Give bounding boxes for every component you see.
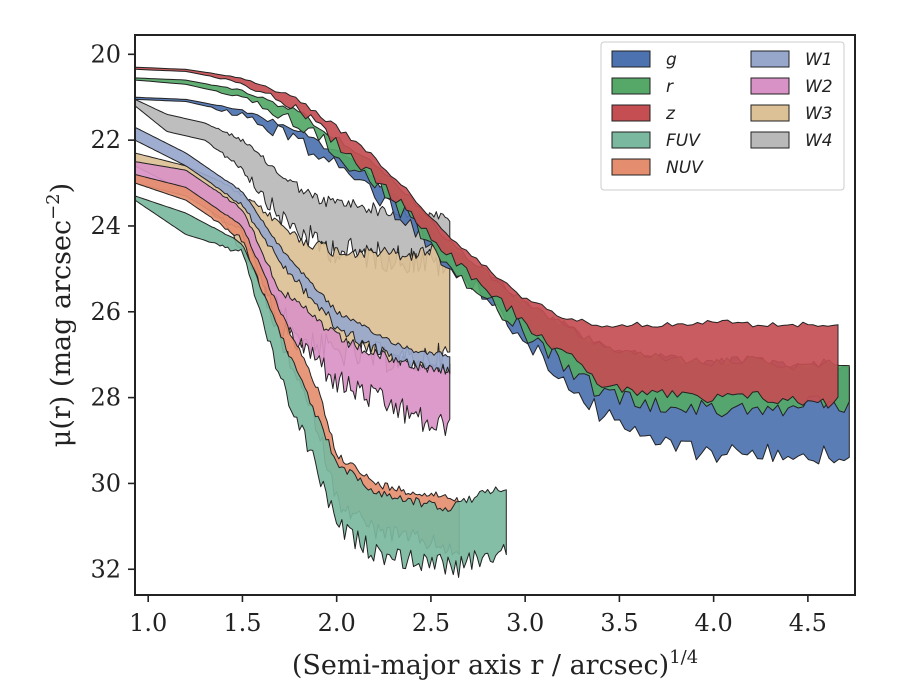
legend-swatch-w1	[750, 50, 790, 68]
band-fuv	[135, 195, 507, 578]
y-axis-label: μ(r) (mag arcsec−2)	[43, 183, 77, 447]
legend: grz FUV NUV W1 W2 W3 W4	[600, 41, 845, 191]
y-tick-label: 28	[90, 384, 121, 412]
y-tick-label: 26	[90, 298, 121, 326]
x-tick-label: 3.5	[600, 609, 638, 637]
x-tick-label: 3.0	[506, 609, 544, 637]
y-tick-label: 30	[90, 469, 121, 497]
x-tick-label: 2.0	[318, 609, 356, 637]
legend-swatch-g	[611, 50, 651, 68]
legend-swatch-w4	[750, 131, 790, 149]
legend-label-z: z	[665, 104, 676, 124]
y-tick-label: 32	[90, 555, 121, 583]
x-tick-label: 4.0	[695, 609, 733, 637]
band-z	[135, 66, 839, 409]
legend-label-w2: W2	[805, 77, 833, 97]
legend-label-w4: W4	[805, 131, 833, 151]
legend-label-nuv: NUV	[666, 158, 704, 178]
legend-swatch-z	[611, 104, 651, 122]
y-tick-label: 22	[90, 126, 121, 154]
x-axis-label: (Semi-major axis r / arcsec)1/4	[292, 647, 698, 681]
y-tick-label: 20	[90, 40, 121, 68]
x-tick-label: 1.0	[129, 609, 167, 637]
y-tick-label: 24	[90, 212, 121, 240]
legend-label-r: r	[666, 77, 674, 97]
x-tick-label: 1.5	[223, 609, 261, 637]
legend-swatch-w3	[750, 104, 790, 122]
legend-label-fuv: FUV	[666, 131, 701, 151]
legend-label-w3: W3	[805, 104, 833, 124]
legend-label-w1: W1	[805, 50, 833, 70]
legend-swatch-r	[611, 77, 651, 95]
x-tick-label: 4.5	[789, 609, 827, 637]
plot-frame	[134, 34, 856, 596]
legend-label-g: g	[666, 50, 677, 70]
y-axis: 20 22 24 26 28 30 32	[90, 40, 135, 583]
x-axis: 1.0 1.5 2.0 2.5 3.0 3.5 4.0 4.5	[129, 595, 827, 637]
legend-swatch-nuv	[611, 158, 651, 176]
legend-swatch-fuv	[611, 131, 651, 149]
x-tick-label: 2.5	[412, 609, 450, 637]
profile-bands	[135, 66, 850, 578]
legend-swatch-w2	[750, 77, 790, 95]
band-w1	[135, 126, 451, 375]
